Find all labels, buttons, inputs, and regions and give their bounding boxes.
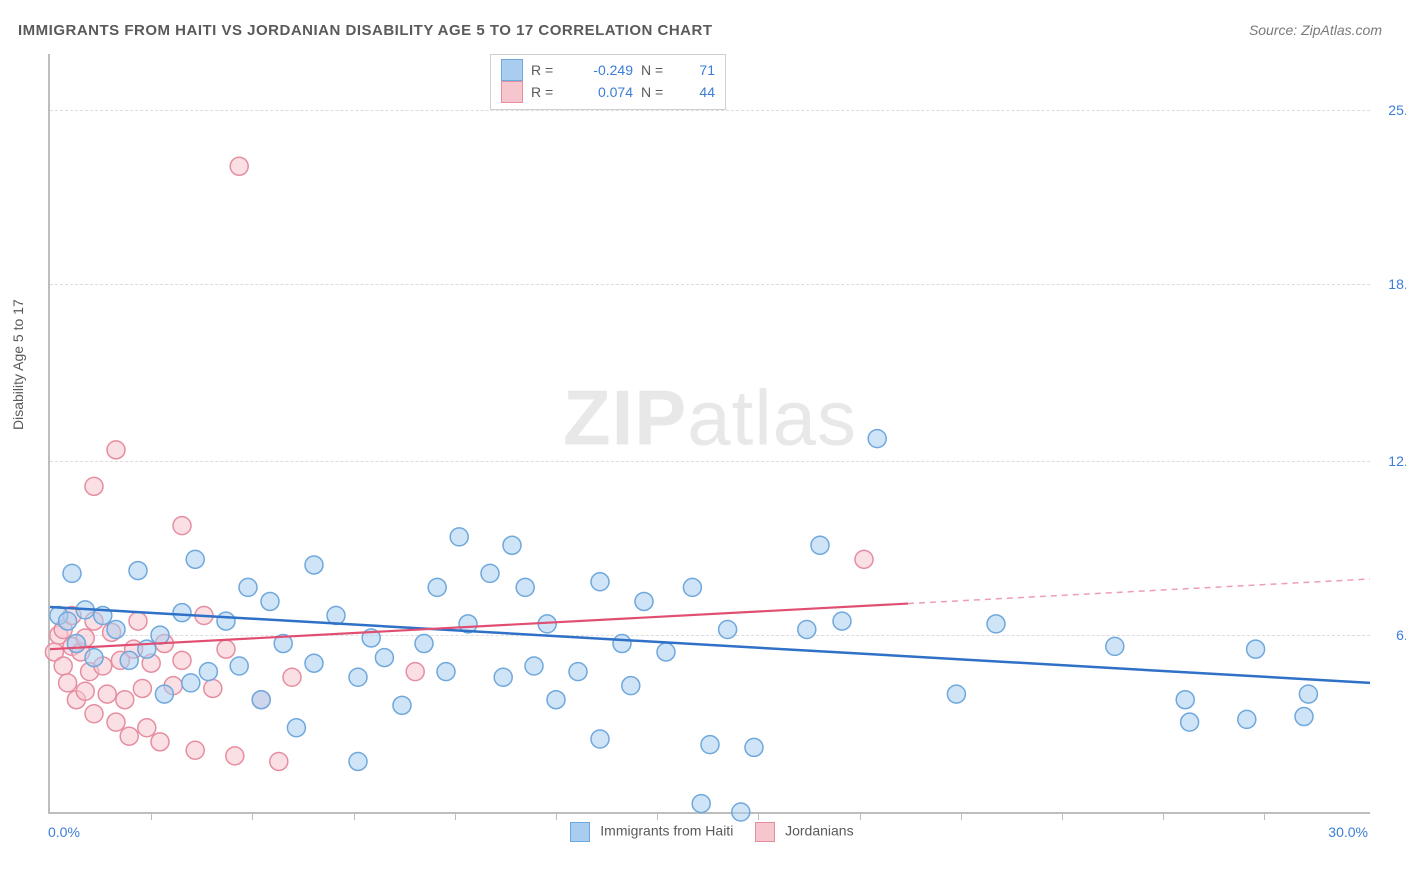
series-legend: Immigrants from Haiti Jordanians [0,822,1406,842]
legend-swatch-jordanians [755,822,775,842]
corr-n-label-1: N = [641,59,675,81]
correlation-legend: R = -0.249 N = 71 R = 0.074 N = 44 [490,54,726,110]
corr-n-value-2: 44 [683,81,715,103]
y-axis-label: Disability Age 5 to 17 [10,299,26,430]
source-attribution: Source: ZipAtlas.com [1249,22,1382,38]
corr-r-label-2: R = [531,81,565,103]
corr-swatch-1 [501,59,523,81]
legend-swatch-haiti [570,822,590,842]
corr-n-value-1: 71 [683,59,715,81]
corr-r-label-1: R = [531,59,565,81]
corr-n-label-2: N = [641,81,675,103]
corr-swatch-2 [501,81,523,103]
chart-title: IMMIGRANTS FROM HAITI VS JORDANIAN DISAB… [18,22,712,39]
legend-label-haiti: Immigrants from Haiti [600,823,733,839]
chart-svg [50,54,1370,812]
plot-area: ZIPatlas 6.3%12.5%18.8%25.0% R = -0.249 … [48,54,1370,814]
corr-row-2: R = 0.074 N = 44 [501,81,715,103]
corr-r-value-1: -0.249 [573,59,633,81]
legend-label-jordanians: Jordanians [785,823,854,839]
corr-r-value-2: 0.074 [573,81,633,103]
corr-row-1: R = -0.249 N = 71 [501,59,715,81]
